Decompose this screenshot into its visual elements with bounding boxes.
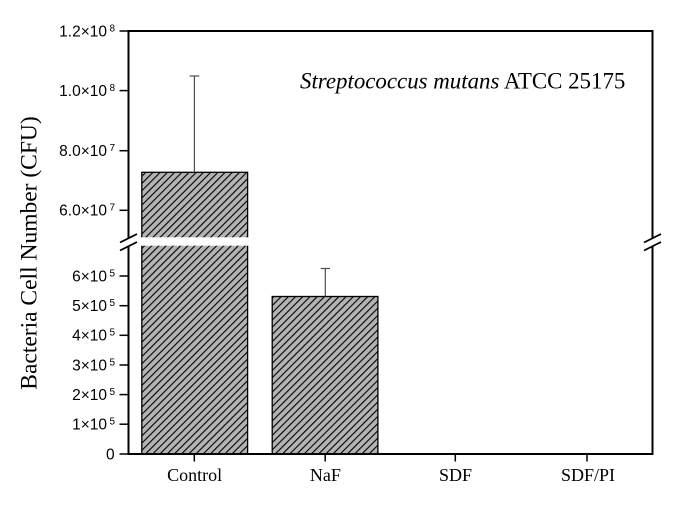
svg-text:SDF: SDF [439,465,472,485]
svg-text:1×10: 1×10 [72,417,107,434]
svg-text:5: 5 [109,357,115,368]
svg-text:5: 5 [109,268,115,279]
svg-text:1.2×10: 1.2×10 [59,23,107,40]
svg-text:8: 8 [109,83,115,94]
svg-text:8: 8 [109,23,115,34]
svg-text:Bacteria Cell Number (CFU): Bacteria Cell Number (CFU) [17,116,43,389]
svg-text:SDF/PI: SDF/PI [561,465,615,485]
svg-text:0: 0 [106,446,115,463]
svg-text:7: 7 [109,203,115,214]
svg-text:6×10: 6×10 [72,268,107,285]
svg-text:8.0×10: 8.0×10 [59,143,107,160]
svg-text:5: 5 [109,298,115,309]
svg-text:4×10: 4×10 [72,328,107,345]
svg-text:1.0×10: 1.0×10 [59,83,107,100]
svg-text:5: 5 [109,417,115,428]
svg-text:NaF: NaF [310,465,341,485]
svg-text:Control: Control [167,465,222,485]
svg-text:2×10: 2×10 [72,387,107,404]
svg-text:7: 7 [109,143,115,154]
svg-text:6.0×10: 6.0×10 [59,203,107,220]
svg-text:5×10: 5×10 [72,298,107,315]
svg-text:5: 5 [109,387,115,398]
svg-text:3×10: 3×10 [72,357,107,374]
svg-text:5: 5 [109,328,115,339]
svg-text:Streptococcus mutans ATCC 2517: Streptococcus mutans ATCC 25175 [300,68,625,93]
